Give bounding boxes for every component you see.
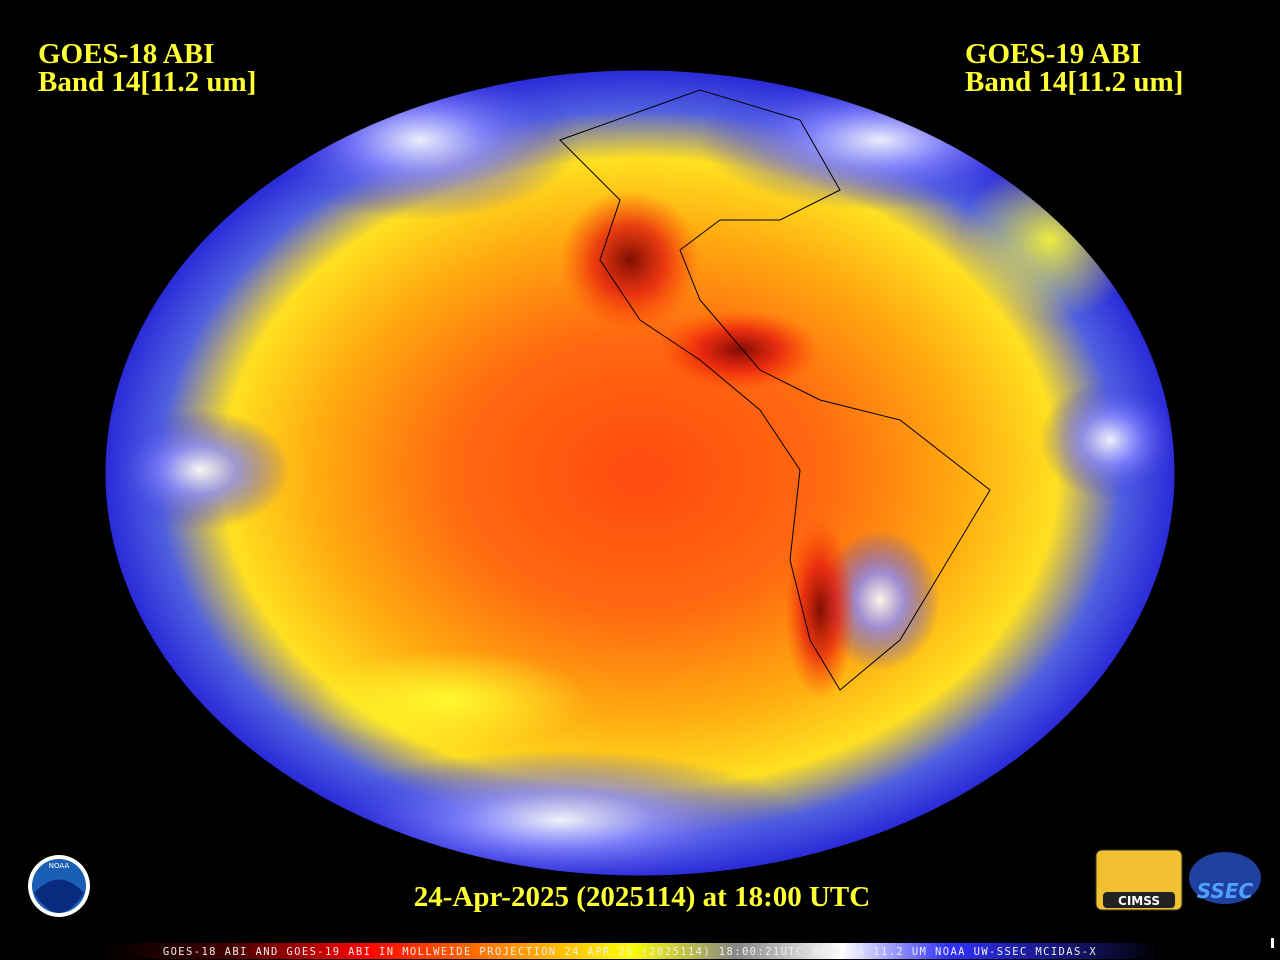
left-subtitle: Band 14[11.2 um] [38,66,256,98]
globe [105,70,1175,876]
right-subtitle: Band 14[11.2 um] [965,66,1183,98]
ssec-text: SSEC [1197,879,1254,903]
right-title: GOES-19 ABI [965,38,1141,70]
cimss-logo: CIMSS [1095,849,1183,911]
noaa-logo: NOAA [28,855,90,917]
globe-outline [104,69,1176,877]
color-bar [100,943,1160,959]
cimss-text: CIMSS [1118,894,1160,908]
ssec-logo: SSEC [1189,852,1261,904]
left-title: GOES-18 ABI [38,38,214,70]
footer-caption: GOES-18 ABI AND GOES-19 ABI IN MOLLWEIDE… [163,946,1097,958]
corner-mark [1271,938,1274,948]
timestamp: 24-Apr-2025 (2025114) at 18:00 UTC [414,881,870,913]
noaa-text: NOAA [49,862,70,870]
